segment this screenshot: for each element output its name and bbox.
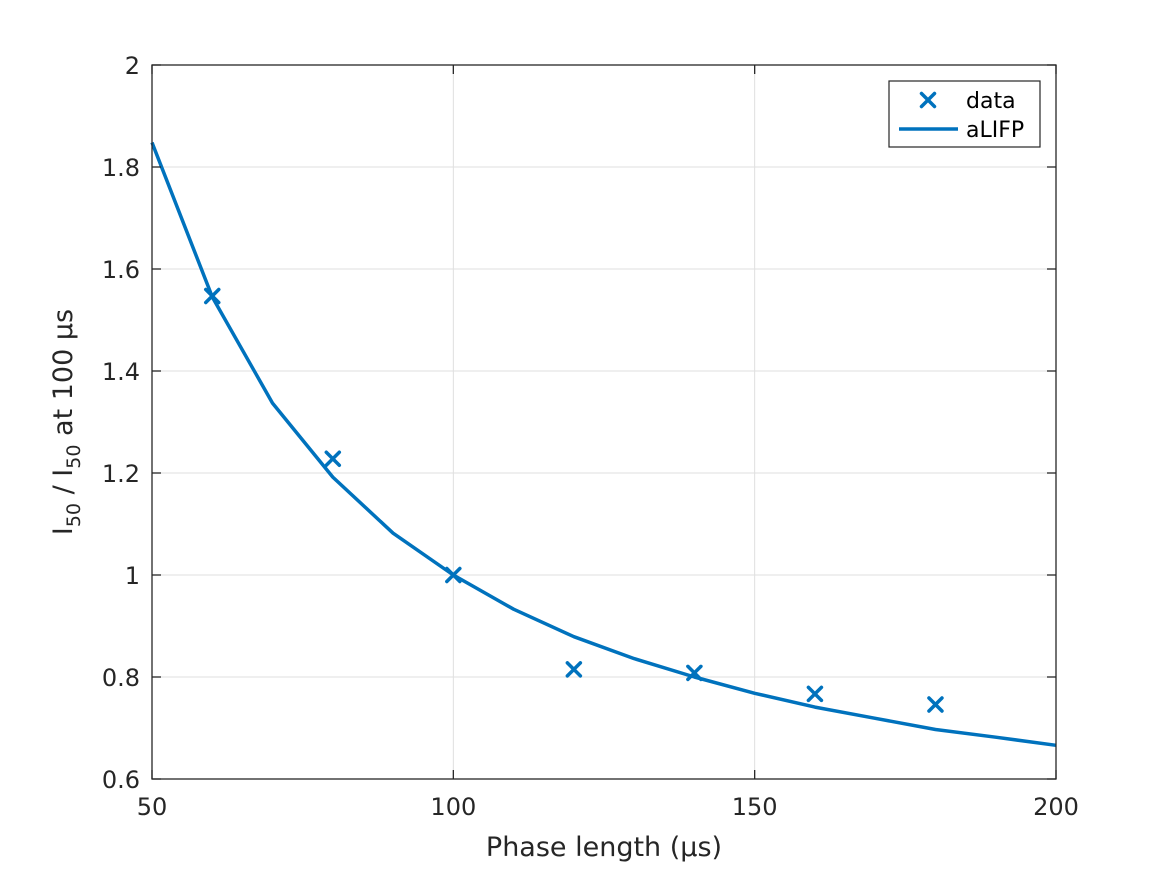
y-tick-label: 1 [125, 562, 140, 590]
x-tick-label: 200 [1033, 793, 1079, 821]
y-tick-label: 1.8 [102, 154, 140, 182]
legend-item-data: data [919, 89, 1016, 114]
legend-marker-swatch [919, 91, 937, 109]
series [150, 141, 1057, 748]
y-tick-label: 2 [125, 52, 140, 80]
y-tick-label: 1.2 [102, 460, 140, 488]
x-tick-label: 150 [732, 793, 778, 821]
y-tick-label: 0.6 [102, 766, 140, 794]
ticks [151, 64, 1057, 780]
tick-labels: 50 100 150 200 0.6 0.8 1 1.2 1.4 1.6 1.8 2 [102, 52, 1079, 821]
legend-item-aLIFP: aLIFP [899, 118, 1024, 143]
x-tick-label: 50 [137, 793, 168, 821]
legend: data aLIFP [888, 80, 1041, 148]
legend-label: aLIFP [966, 118, 1024, 143]
x-tick-label: 100 [430, 793, 476, 821]
data-point [806, 685, 824, 703]
y-tick-label: 1.6 [102, 256, 140, 284]
data-point [565, 661, 583, 678]
plot-area [152, 65, 1056, 779]
y-tick-label: 0.8 [102, 664, 140, 692]
legend-box [888, 80, 1041, 148]
y-axis-title: I50 / I50 at 100 μs [48, 309, 85, 535]
data-point [324, 450, 342, 467]
axes-box [151, 64, 1057, 780]
y-tick-label: 1.4 [102, 358, 140, 386]
data-point [927, 696, 944, 713]
series-line-aLIFP [150, 141, 1057, 748]
axes [151, 64, 1057, 780]
grid [152, 65, 1056, 779]
x-axis-title: Phase length (μs) [486, 832, 722, 863]
legend-label: data [966, 89, 1016, 114]
